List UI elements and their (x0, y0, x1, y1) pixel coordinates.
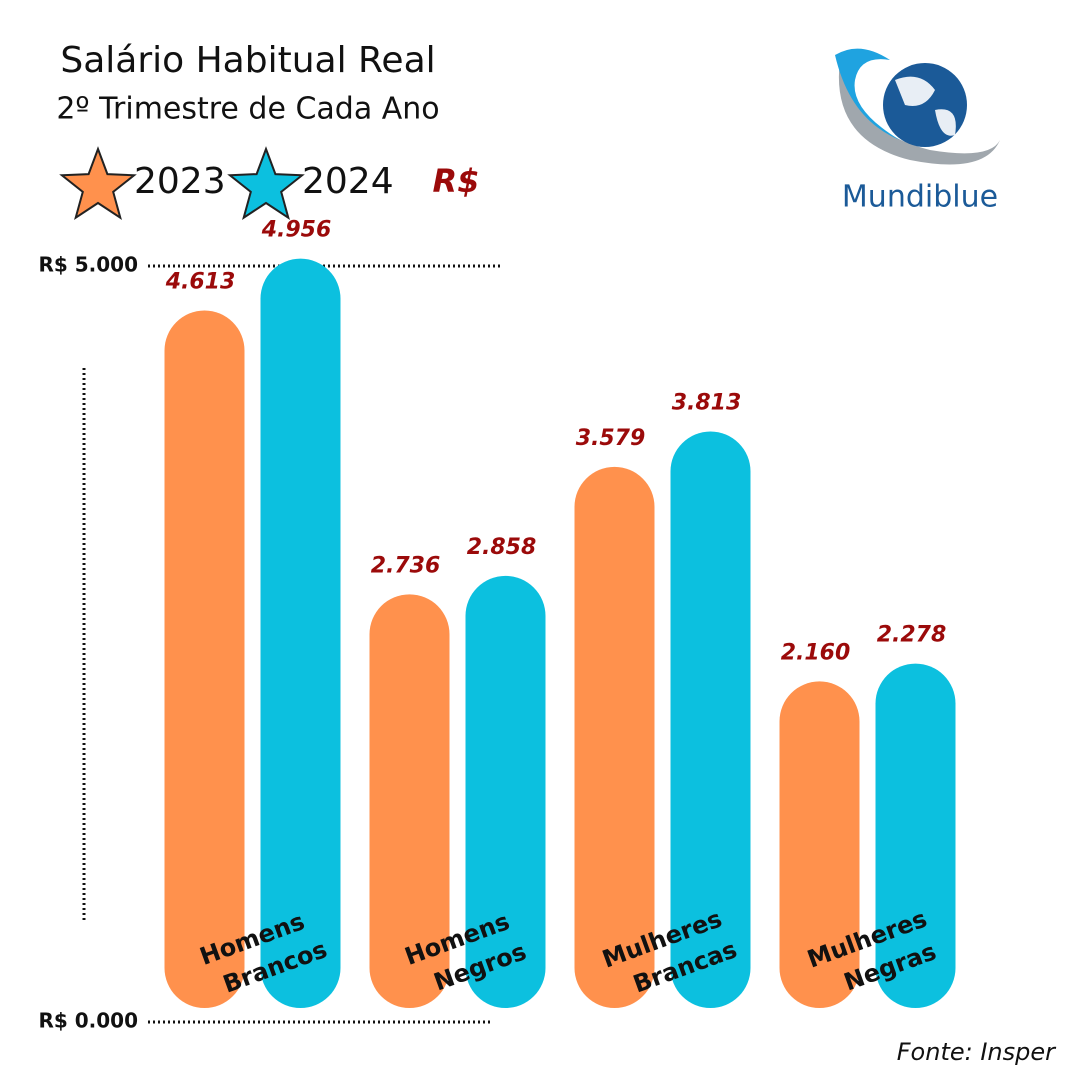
y-tick-label: R$ 5.000 (38, 253, 138, 277)
bar (369, 594, 450, 1008)
legend-label: 2023 (134, 161, 226, 202)
value-label: 3.813 (672, 390, 742, 415)
value-label: 2.858 (467, 535, 537, 560)
chart-subtitle: 2º Trimestre de Cada Ano (56, 92, 439, 127)
logo: Mundiblue (835, 48, 1000, 215)
value-label: 3.579 (576, 426, 646, 451)
legend-marker (227, 146, 305, 220)
value-label: 4.613 (165, 270, 236, 295)
legend-label: 2024 (302, 161, 394, 202)
unit-label: R$ (433, 162, 480, 200)
legend-marker (59, 146, 137, 220)
bar (779, 681, 860, 1008)
bar (164, 310, 245, 1008)
value-label: 2.278 (877, 623, 947, 648)
value-label: 2.736 (371, 553, 441, 578)
bar (260, 258, 341, 1008)
bar (875, 663, 956, 1008)
bar (670, 431, 751, 1009)
bar (465, 575, 546, 1008)
value-label: 2.160 (781, 640, 851, 665)
chart-title: Salário Habitual Real (60, 40, 435, 81)
brand-name: Mundiblue (842, 180, 998, 215)
y-tick-label: R$ 0.000 (38, 1009, 138, 1033)
source: Fonte: Insper (897, 1038, 1057, 1066)
bar (574, 466, 655, 1008)
value-label: 4.956 (261, 218, 332, 243)
